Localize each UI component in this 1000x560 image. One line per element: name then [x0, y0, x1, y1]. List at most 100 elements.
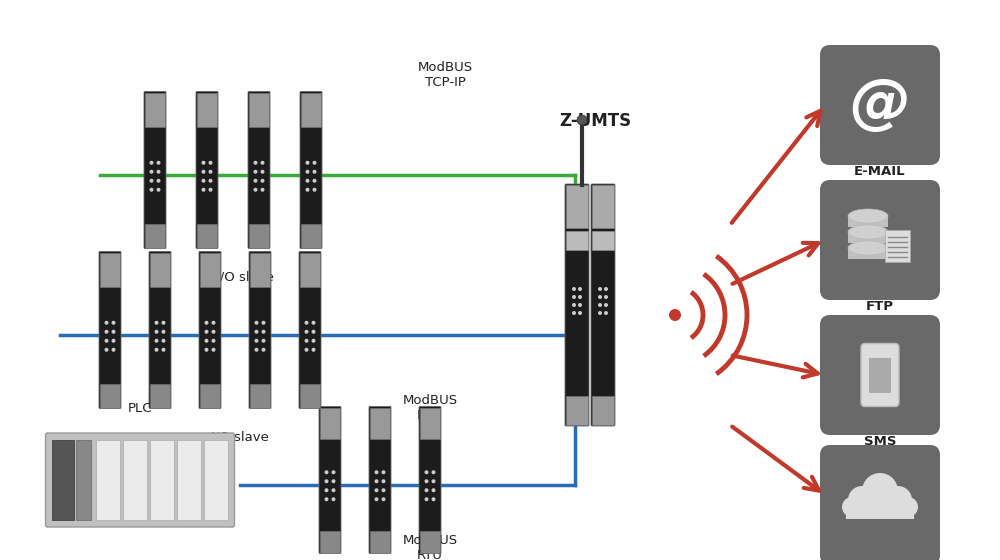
Bar: [566, 185, 588, 228]
Bar: [300, 253, 320, 287]
Circle shape: [260, 179, 264, 183]
Circle shape: [112, 321, 116, 325]
FancyBboxPatch shape: [820, 180, 940, 300]
Circle shape: [312, 330, 316, 334]
Circle shape: [578, 287, 582, 291]
Circle shape: [156, 179, 160, 183]
Bar: [176, 440, 200, 520]
Circle shape: [848, 486, 876, 514]
FancyBboxPatch shape: [149, 251, 171, 408]
Circle shape: [842, 497, 862, 517]
Circle shape: [150, 170, 154, 174]
FancyBboxPatch shape: [885, 230, 910, 262]
Circle shape: [382, 497, 386, 501]
FancyBboxPatch shape: [319, 407, 341, 553]
Circle shape: [324, 470, 328, 474]
Circle shape: [162, 330, 166, 334]
Bar: [52, 440, 74, 520]
Circle shape: [312, 188, 316, 192]
FancyBboxPatch shape: [144, 91, 166, 249]
Circle shape: [604, 303, 608, 307]
FancyBboxPatch shape: [820, 315, 940, 435]
Bar: [200, 384, 220, 408]
Circle shape: [212, 321, 216, 325]
Bar: [250, 384, 270, 408]
Circle shape: [156, 161, 160, 165]
Circle shape: [254, 188, 258, 192]
Circle shape: [604, 287, 608, 291]
Circle shape: [332, 479, 336, 483]
Circle shape: [312, 321, 316, 325]
Circle shape: [208, 170, 212, 174]
Circle shape: [260, 188, 264, 192]
Circle shape: [312, 179, 316, 183]
Circle shape: [112, 339, 116, 343]
Circle shape: [254, 330, 258, 334]
Bar: [100, 253, 120, 287]
Circle shape: [578, 295, 582, 299]
Circle shape: [205, 330, 208, 334]
Circle shape: [572, 311, 576, 315]
Bar: [250, 253, 270, 287]
Circle shape: [432, 497, 436, 501]
Circle shape: [202, 161, 206, 165]
Circle shape: [304, 321, 308, 325]
Circle shape: [154, 339, 158, 343]
FancyBboxPatch shape: [300, 91, 322, 249]
Circle shape: [212, 348, 216, 352]
Circle shape: [212, 330, 216, 334]
Circle shape: [104, 339, 108, 343]
Text: ModBUS
RTU: ModBUS RTU: [402, 394, 458, 422]
Circle shape: [432, 470, 436, 474]
Circle shape: [424, 470, 428, 474]
Bar: [848, 215, 888, 227]
Bar: [592, 231, 614, 250]
Circle shape: [432, 488, 436, 492]
Bar: [301, 224, 321, 248]
Circle shape: [156, 170, 160, 174]
Bar: [122, 440, 146, 520]
Circle shape: [208, 188, 212, 192]
Circle shape: [212, 339, 216, 343]
Circle shape: [208, 161, 212, 165]
Bar: [320, 531, 340, 553]
Bar: [566, 396, 588, 425]
Bar: [96, 440, 120, 520]
Circle shape: [112, 330, 116, 334]
Ellipse shape: [848, 241, 888, 255]
Circle shape: [324, 497, 328, 501]
Circle shape: [262, 339, 266, 343]
Circle shape: [332, 497, 336, 501]
Circle shape: [669, 309, 681, 321]
Circle shape: [572, 303, 576, 307]
Circle shape: [306, 161, 310, 165]
Bar: [300, 384, 320, 408]
Circle shape: [382, 488, 386, 492]
Circle shape: [598, 295, 602, 299]
Circle shape: [154, 321, 158, 325]
Circle shape: [304, 339, 308, 343]
Circle shape: [304, 330, 308, 334]
FancyBboxPatch shape: [299, 251, 321, 408]
Circle shape: [162, 321, 166, 325]
FancyBboxPatch shape: [591, 184, 615, 426]
Circle shape: [382, 470, 386, 474]
Bar: [197, 92, 217, 127]
Bar: [204, 440, 228, 520]
Text: SMS: SMS: [864, 435, 896, 448]
Bar: [566, 231, 588, 250]
Bar: [848, 231, 888, 243]
FancyBboxPatch shape: [820, 45, 940, 165]
Circle shape: [104, 348, 108, 352]
Bar: [846, 501, 914, 519]
Circle shape: [150, 179, 154, 183]
Circle shape: [374, 488, 378, 492]
Bar: [145, 224, 165, 248]
FancyBboxPatch shape: [248, 91, 270, 249]
Circle shape: [374, 497, 378, 501]
Circle shape: [424, 488, 428, 492]
FancyBboxPatch shape: [249, 251, 271, 408]
Circle shape: [862, 473, 898, 509]
Circle shape: [262, 330, 266, 334]
Bar: [249, 92, 269, 127]
